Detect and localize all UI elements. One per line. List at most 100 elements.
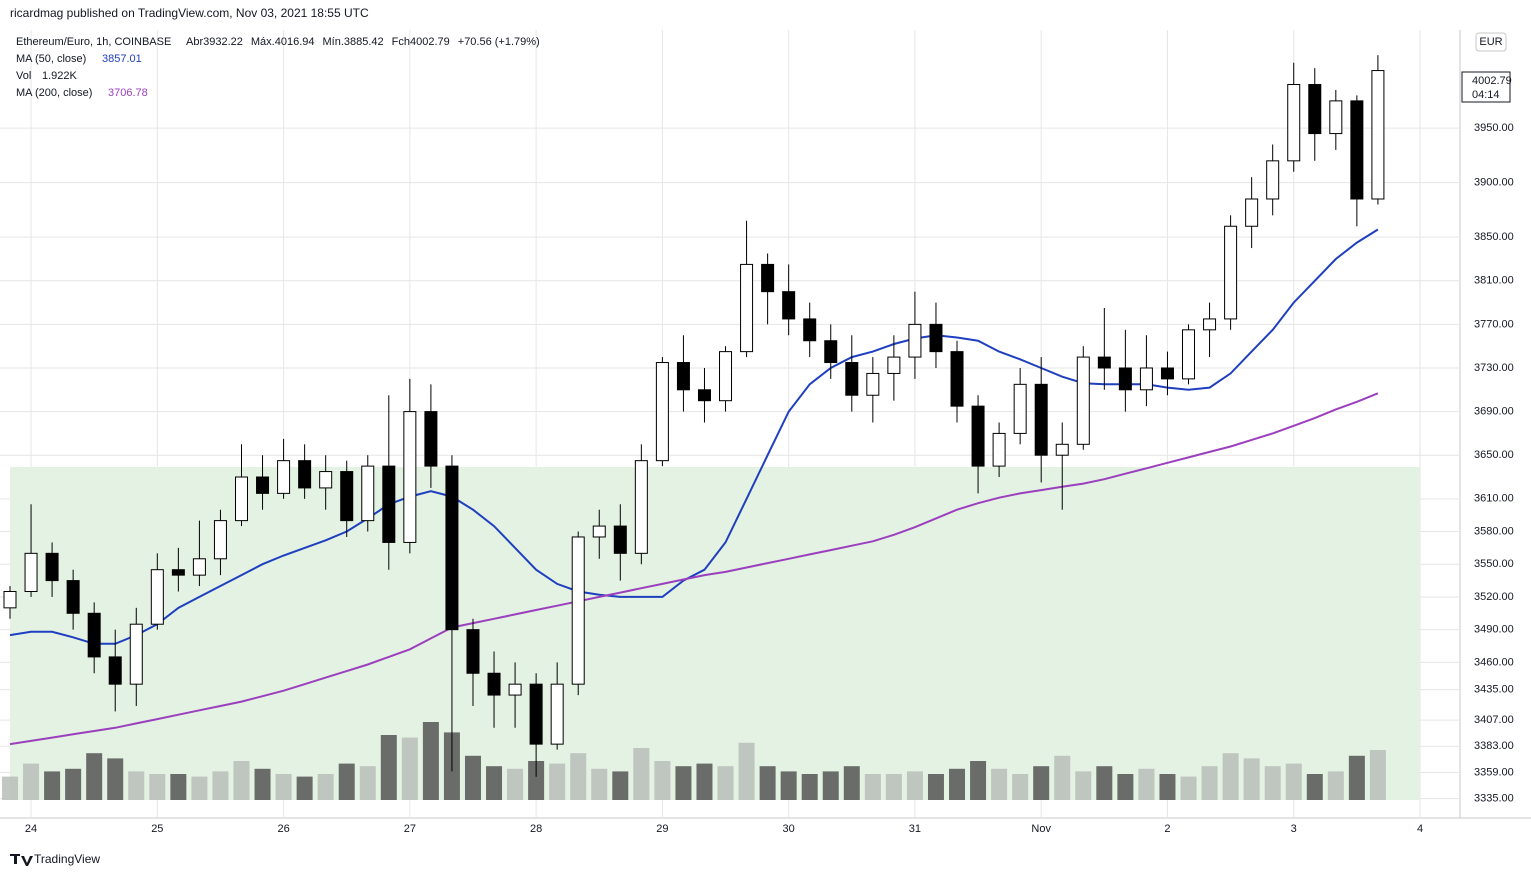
candle-body xyxy=(403,411,417,543)
y-tick-label: 3900.00 xyxy=(1474,177,1514,189)
x-tick-label: 3 xyxy=(1291,823,1297,835)
candle-body xyxy=(1118,367,1132,391)
volume-bar xyxy=(507,768,524,800)
candle-body xyxy=(508,683,522,696)
volume-bar xyxy=(843,766,860,800)
candle-body xyxy=(1245,198,1259,227)
volume-bar xyxy=(570,753,587,800)
candle-body xyxy=(1308,84,1322,135)
candle-body xyxy=(24,552,38,592)
candle-body xyxy=(719,351,733,402)
ohlc-value: Fch4002.79 xyxy=(392,36,450,48)
volume-bar xyxy=(254,768,271,800)
y-tick-label: 3690.00 xyxy=(1474,406,1514,418)
volume-bar xyxy=(991,768,1008,800)
candle-body xyxy=(192,558,206,576)
volume-bar xyxy=(44,771,61,800)
volume-bar xyxy=(1243,758,1260,800)
volume-bar xyxy=(338,763,355,800)
volume-bar xyxy=(107,758,124,800)
volume-bar xyxy=(549,763,566,800)
candle-body xyxy=(466,629,480,674)
candle-body xyxy=(424,411,438,467)
candle-body xyxy=(150,569,164,625)
volume-bar xyxy=(1285,763,1302,800)
y-tick-label: 3407.00 xyxy=(1474,714,1514,726)
candle-body xyxy=(845,362,859,396)
candle-body xyxy=(3,590,17,609)
y-tick-label: 3730.00 xyxy=(1474,362,1514,374)
last-price-badge xyxy=(1461,71,1511,103)
volume-bar xyxy=(1075,771,1092,800)
volume-bar xyxy=(1054,755,1071,800)
volume-bar xyxy=(1180,776,1197,800)
candle-body xyxy=(1182,329,1196,380)
candle-body xyxy=(592,525,606,538)
volume-bar xyxy=(1159,774,1176,800)
volume-bar xyxy=(927,774,944,800)
candle-body xyxy=(66,580,80,614)
volume-bar xyxy=(1033,766,1050,800)
x-tick-label: Nov xyxy=(1031,823,1051,835)
x-tick-label: 25 xyxy=(151,823,163,835)
y-tick-label: 3383.00 xyxy=(1474,740,1514,752)
volume-bar xyxy=(233,761,250,800)
y-tick-label: 3460.00 xyxy=(1474,656,1514,668)
legend-ma50: MA (50, close) xyxy=(16,53,86,65)
ohlc-value: Abr3932.22 xyxy=(186,36,243,48)
candle-body xyxy=(929,323,943,353)
volume-bar xyxy=(1012,774,1029,800)
candle-body xyxy=(1034,383,1048,456)
ma-line xyxy=(9,392,1379,746)
y-tick-label: 3435.00 xyxy=(1474,684,1514,696)
candle-body xyxy=(655,362,669,462)
candle-body xyxy=(761,263,775,293)
volume-bar xyxy=(464,755,481,800)
volume-bar xyxy=(1117,774,1134,800)
candle-body xyxy=(992,432,1006,467)
candle-body xyxy=(803,318,817,342)
volume-bar xyxy=(128,771,145,800)
candle-body xyxy=(529,683,543,745)
y-tick-label: 3335.00 xyxy=(1474,793,1514,805)
volume-bar xyxy=(1348,755,1365,800)
volume-bar xyxy=(23,763,40,800)
candle-body xyxy=(234,476,248,522)
volume-bar xyxy=(1264,766,1281,800)
candle-body xyxy=(340,471,354,522)
y-tick-label: 3490.00 xyxy=(1474,624,1514,636)
ohlc-value: Mín.3885.42 xyxy=(323,36,384,48)
candle-body xyxy=(1076,356,1090,445)
legend-ma200-value: 3706.78 xyxy=(108,87,148,99)
volume-bar xyxy=(801,774,818,800)
tv-logo xyxy=(10,854,33,866)
currency: EUR xyxy=(1479,36,1502,48)
candle-body xyxy=(1139,367,1153,391)
candle-body xyxy=(1266,160,1280,200)
volume-bar xyxy=(1138,768,1155,800)
volume-bar xyxy=(191,776,208,800)
last-price: 4002.79 xyxy=(1472,75,1512,87)
volume-bar xyxy=(949,768,966,800)
range-zone xyxy=(10,467,1420,800)
candle-body xyxy=(487,672,501,696)
volume-bar xyxy=(401,737,418,800)
volume-bar xyxy=(780,771,797,800)
volume-bar xyxy=(1306,774,1323,800)
candle-body xyxy=(319,471,333,489)
candle-body xyxy=(697,389,711,402)
y-tick-label: 3610.00 xyxy=(1474,493,1514,505)
x-tick-label: 4 xyxy=(1417,823,1423,835)
x-tick-label: 29 xyxy=(656,823,668,835)
ohlc-value: +70.56 (+1.79%) xyxy=(458,36,540,48)
volume-bar xyxy=(591,768,608,800)
volume-bar xyxy=(86,753,103,800)
candle-body xyxy=(634,460,648,554)
x-tick-label: 2 xyxy=(1164,823,1170,835)
x-tick-label: 31 xyxy=(909,823,921,835)
volume-bar xyxy=(65,768,82,800)
candle-body xyxy=(676,362,690,391)
candle-body xyxy=(298,460,312,489)
candle-body xyxy=(1224,225,1238,320)
candle-body xyxy=(129,623,143,685)
